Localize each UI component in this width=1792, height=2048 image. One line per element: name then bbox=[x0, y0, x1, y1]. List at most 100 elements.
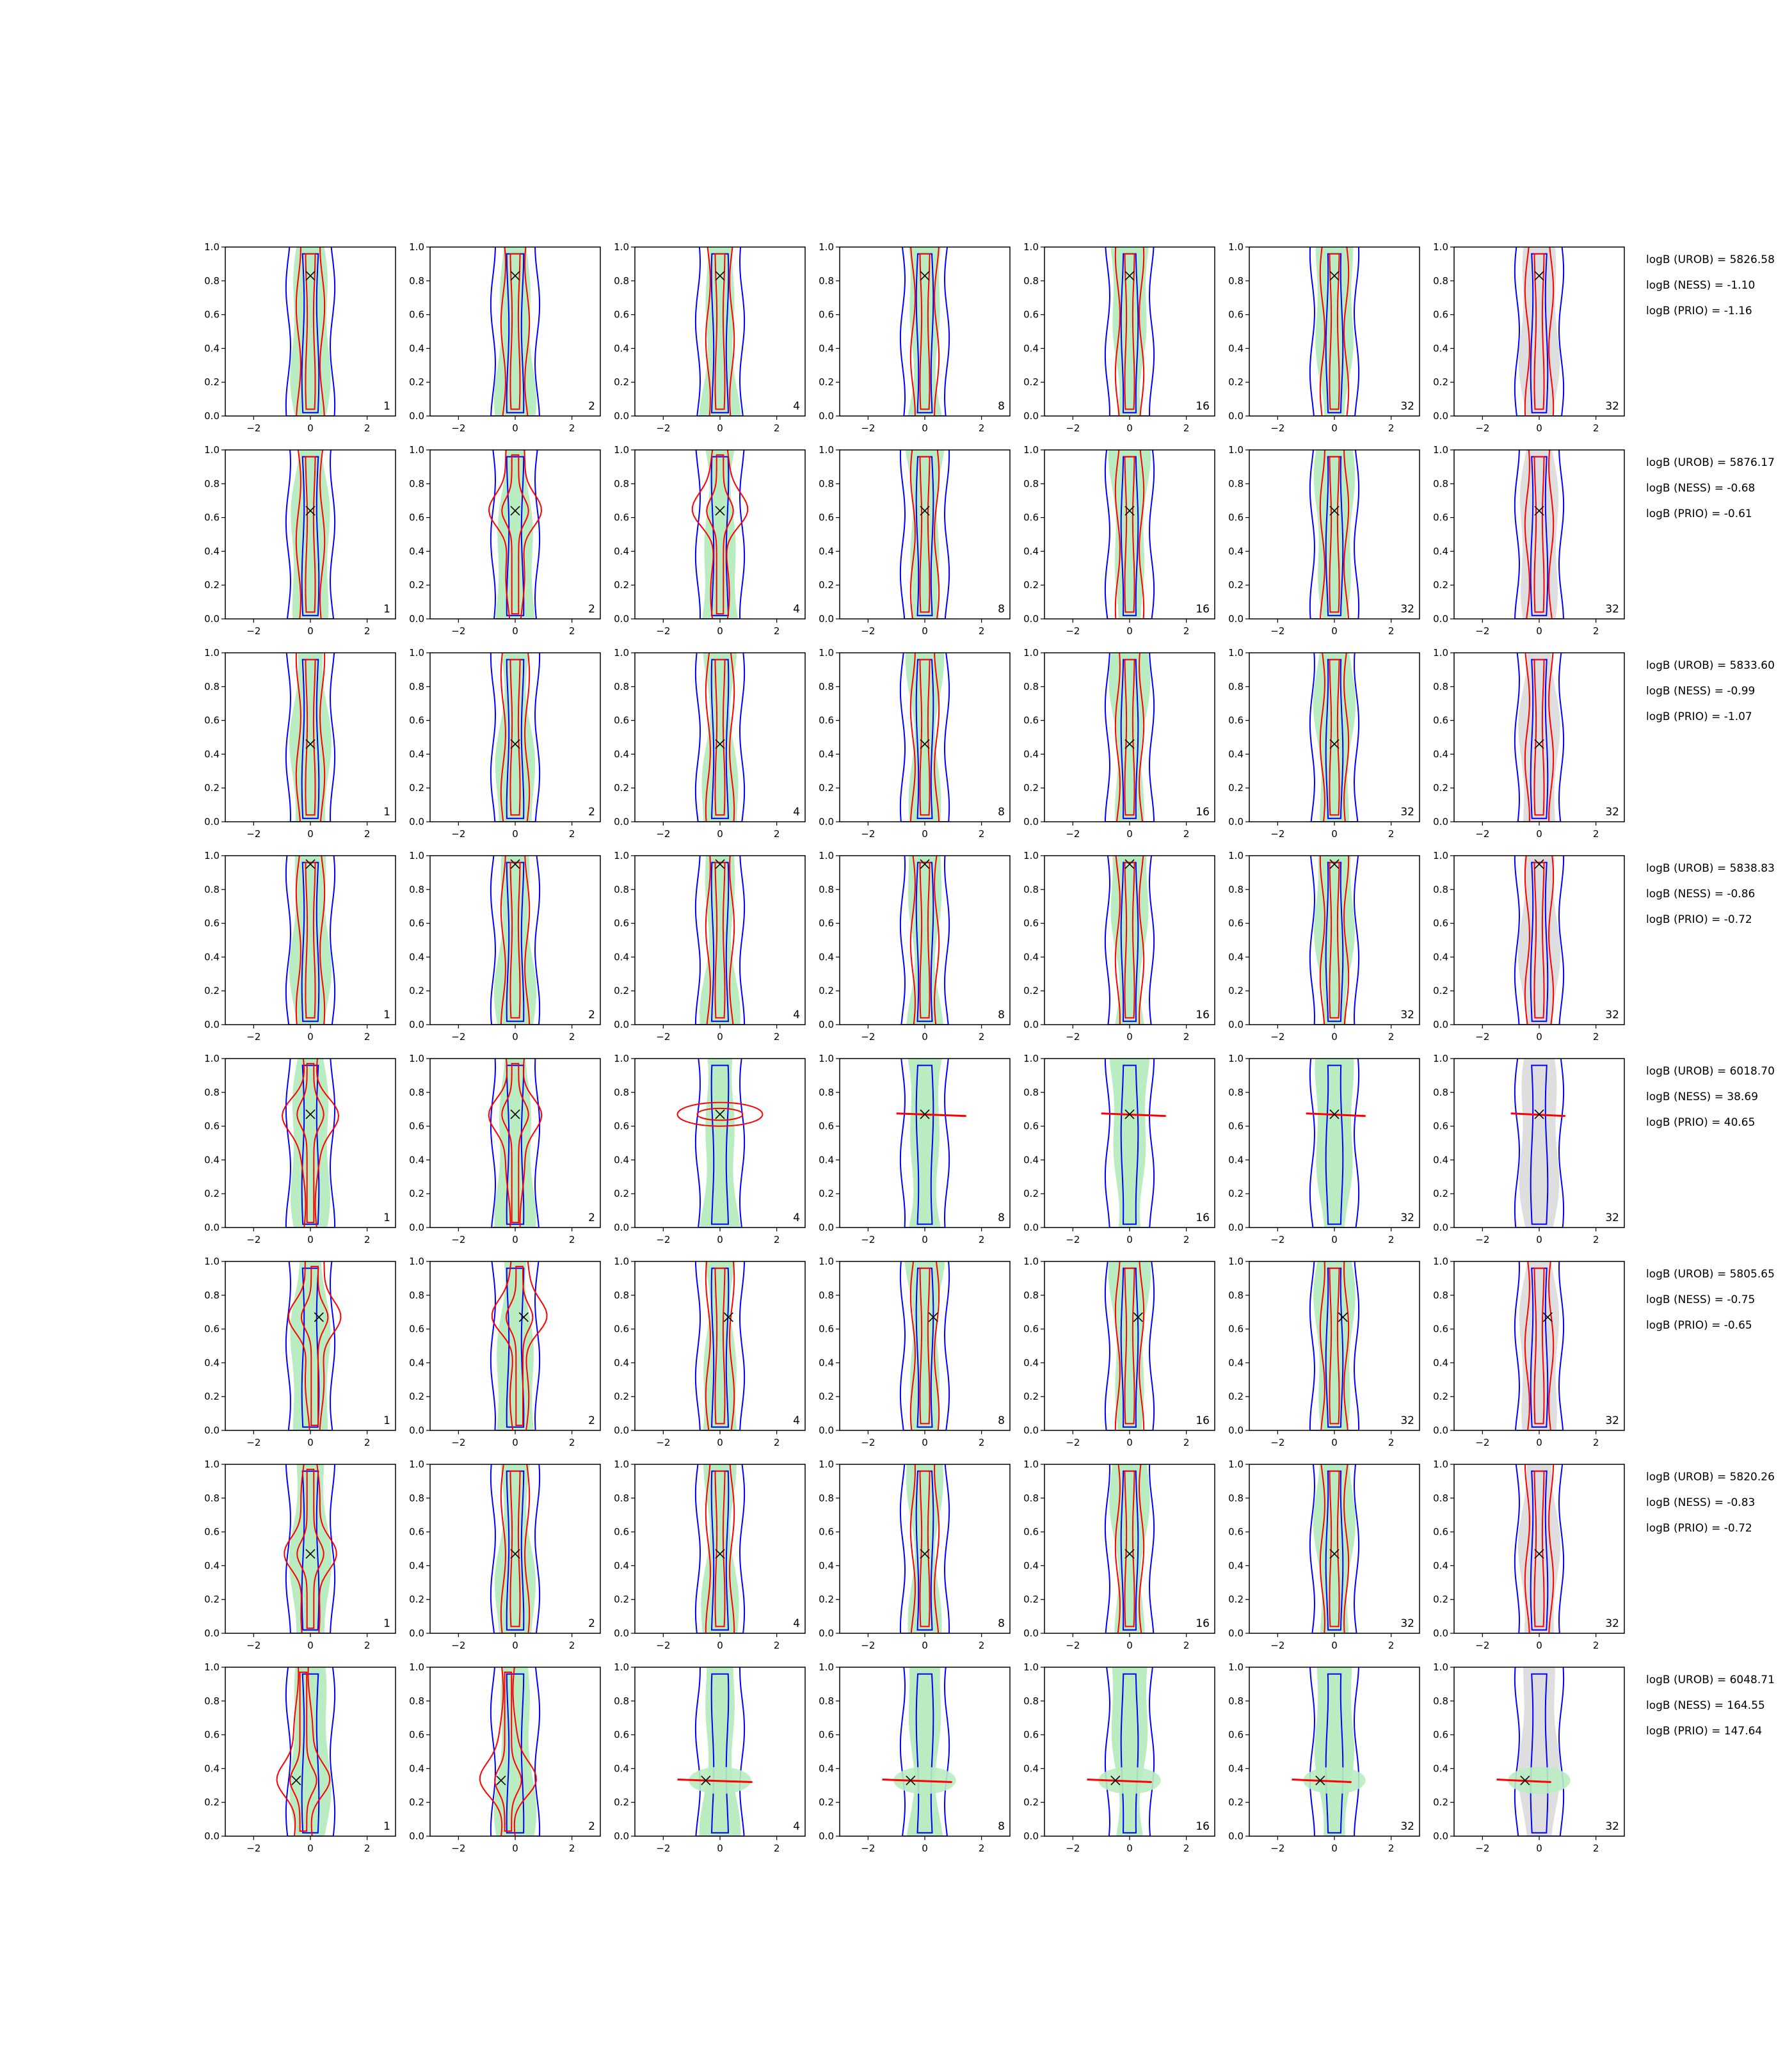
truth-marker bbox=[510, 739, 520, 749]
y-tick-label: 1.0 bbox=[614, 1053, 629, 1064]
panel-r3-c6: −2 0 2 0.0 0.2 0.4 0.6 0.8 1.0 32 bbox=[1228, 647, 1420, 840]
red-line-contour bbox=[1101, 1112, 1166, 1117]
y-tick-label: 0.8 bbox=[614, 1695, 629, 1707]
y-tick-label: 0.6 bbox=[204, 1324, 220, 1335]
density-fill bbox=[701, 1464, 739, 1633]
density-fill bbox=[1313, 450, 1356, 619]
panel-r5-c7: −2 0 2 0.0 0.2 0.4 0.6 0.8 1.0 32 bbox=[1433, 1053, 1625, 1245]
y-tick-label: 0.0 bbox=[819, 816, 834, 828]
y-tick-label: 0.8 bbox=[204, 275, 220, 287]
y-tick-label: 0.4 bbox=[819, 748, 834, 760]
y-tick-label: 0.6 bbox=[409, 309, 424, 321]
y-tick-label: 1.0 bbox=[1433, 1459, 1448, 1470]
y-tick-label: 1.0 bbox=[614, 647, 629, 659]
blue-outer-contour bbox=[1104, 1059, 1155, 1228]
red-outer-contour bbox=[295, 856, 326, 1025]
x-tick-label: 0 bbox=[512, 625, 518, 637]
x-tick-label: 0 bbox=[922, 1843, 928, 1854]
blue-outer-contour bbox=[285, 1667, 336, 1836]
contours bbox=[285, 450, 336, 619]
blue-inner-contour bbox=[1530, 861, 1549, 1022]
red-inner-contour bbox=[1533, 253, 1545, 410]
red-outer-contour bbox=[295, 247, 326, 416]
panel-r3-c2: −2 0 2 0.0 0.2 0.4 0.6 0.8 1.0 2 bbox=[409, 647, 601, 840]
y-tick-label: 0.2 bbox=[409, 1391, 424, 1402]
y-tick-label: 0.2 bbox=[409, 985, 424, 996]
y-tick-label: 0.4 bbox=[614, 1357, 629, 1368]
x-tick-label: 0 bbox=[717, 828, 723, 840]
x-tick-label: 0 bbox=[1331, 1640, 1338, 1651]
y-tick-label: 0.4 bbox=[409, 951, 424, 963]
red-outer-contour bbox=[500, 1464, 531, 1633]
x-tick-label: 0 bbox=[307, 1843, 314, 1854]
panel-label: 32 bbox=[1605, 603, 1619, 616]
x-tick-label: −2 bbox=[1270, 1640, 1284, 1651]
x-tick-label: −2 bbox=[656, 625, 670, 637]
y-tick-label: 1.0 bbox=[409, 241, 424, 253]
y-tick-label: 0.4 bbox=[614, 748, 629, 760]
x-tick-label: 2 bbox=[364, 828, 371, 840]
y-tick-label: 0.2 bbox=[409, 1594, 424, 1605]
contours bbox=[899, 1464, 950, 1633]
y-tick-label: 0.4 bbox=[614, 342, 629, 354]
y-tick-label: 1.0 bbox=[204, 1053, 220, 1064]
red-line-contour bbox=[882, 1779, 952, 1784]
blue-inner-contour bbox=[1325, 456, 1344, 616]
density-fill bbox=[700, 856, 740, 1025]
y-tick-label: 0.8 bbox=[1023, 478, 1039, 490]
blue-inner-contour bbox=[1325, 1470, 1344, 1631]
blue-inner-contour bbox=[710, 659, 730, 819]
red-inner-contour bbox=[501, 454, 529, 615]
y-tick-label: 0.4 bbox=[204, 1560, 220, 1571]
panel-r2-c2: −2 0 2 0.0 0.2 0.4 0.6 0.8 1.0 2 bbox=[409, 444, 601, 637]
red-inner-contour bbox=[1329, 861, 1340, 1019]
x-tick-label: −2 bbox=[1270, 1843, 1284, 1854]
y-tick-label: 0.2 bbox=[1023, 376, 1039, 388]
density-fill-horizontal bbox=[1508, 1766, 1571, 1794]
contours bbox=[1514, 1464, 1565, 1633]
blue-outer-contour bbox=[1309, 450, 1360, 619]
x-tick-label: −2 bbox=[246, 625, 260, 637]
panel-label: 4 bbox=[793, 806, 800, 819]
y-tick-label: 0.4 bbox=[614, 1154, 629, 1165]
y-tick-label: 0.6 bbox=[614, 1121, 629, 1132]
x-tick-label: −2 bbox=[1475, 1234, 1489, 1245]
y-tick-label: 0.4 bbox=[819, 1560, 834, 1571]
density-fill bbox=[1108, 450, 1151, 619]
density-fill bbox=[494, 1059, 536, 1228]
y-tick-label: 0.0 bbox=[1433, 816, 1448, 828]
y-tick-label: 0.2 bbox=[1228, 376, 1244, 388]
blue-outer-contour bbox=[490, 856, 541, 1025]
y-tick-label: 0.8 bbox=[614, 1290, 629, 1301]
y-tick-label: 0.8 bbox=[409, 1087, 424, 1098]
y-tick-label: 0.0 bbox=[204, 1222, 220, 1233]
x-tick-label: 2 bbox=[1388, 625, 1395, 637]
panel-label: 32 bbox=[1400, 1009, 1414, 1021]
x-tick-label: 0 bbox=[1331, 828, 1338, 840]
panel-label: 8 bbox=[998, 1414, 1005, 1427]
truth-marker bbox=[305, 1549, 316, 1559]
red-inner-contour bbox=[509, 861, 521, 1019]
y-tick-label: 0.8 bbox=[204, 1087, 220, 1098]
y-tick-label: 0.0 bbox=[1433, 1628, 1448, 1639]
red-outer-contour bbox=[491, 1261, 548, 1430]
x-tick-label: −2 bbox=[451, 625, 465, 637]
y-tick-label: 1.0 bbox=[819, 647, 834, 659]
y-tick-label: 1.0 bbox=[614, 850, 629, 861]
panel-r2-c7: −2 0 2 0.0 0.2 0.4 0.6 0.8 1.0 32 bbox=[1433, 444, 1625, 637]
y-tick-label: 0.2 bbox=[409, 376, 424, 388]
y-tick-label: 0.0 bbox=[819, 410, 834, 422]
y-tick-label: 0.2 bbox=[819, 376, 834, 388]
panel-r5-c4: −2 0 2 0.0 0.2 0.4 0.6 0.8 1.0 8 bbox=[819, 1053, 1011, 1245]
density-fill bbox=[1109, 1059, 1150, 1228]
truth-marker bbox=[496, 1775, 506, 1786]
y-tick-label: 1.0 bbox=[819, 1459, 834, 1470]
y-tick-label: 0.2 bbox=[614, 782, 629, 794]
red-outer-contour bbox=[705, 1464, 735, 1633]
red-outer-contour bbox=[1114, 1261, 1145, 1430]
panel-r4-c7: −2 0 2 0.0 0.2 0.4 0.6 0.8 1.0 32 bbox=[1433, 850, 1625, 1043]
y-tick-label: 0.0 bbox=[614, 1425, 629, 1436]
y-tick-label: 0.0 bbox=[204, 410, 220, 422]
x-tick-label: 2 bbox=[364, 1437, 371, 1448]
y-tick-label: 0.4 bbox=[1433, 1357, 1448, 1368]
